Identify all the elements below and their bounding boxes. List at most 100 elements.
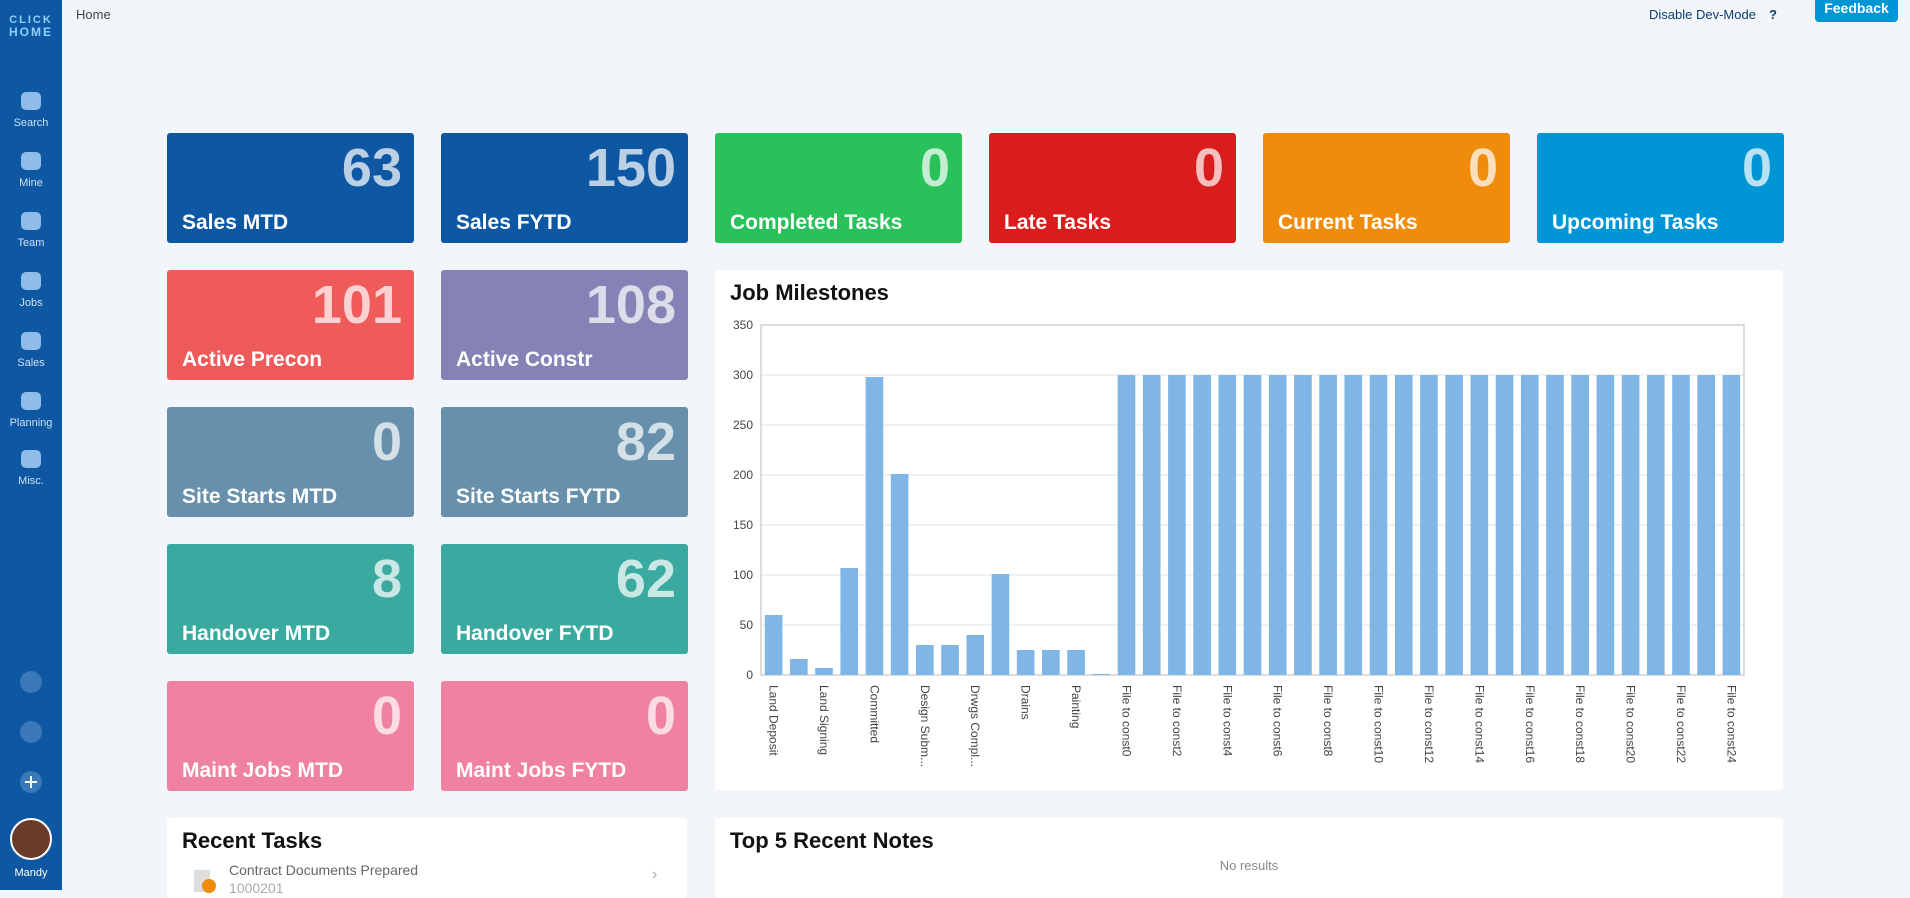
nav-label: Mine: [19, 177, 43, 189]
chevron[interactable]: ›: [652, 866, 658, 883]
kpi-tile[interactable]: 0 Late Tasks: [989, 133, 1236, 243]
nav-icon: [21, 152, 41, 170]
recent-tasks-title: Recent Tasks: [182, 828, 323, 853]
kpi-tile[interactable]: 8 Handover MTD: [167, 544, 414, 654]
x-tick-label: File to const20: [1624, 685, 1638, 763]
kpi-label: Site Starts FYTD: [456, 485, 621, 508]
bar: [1344, 375, 1363, 675]
breadcrumb[interactable]: Home: [76, 7, 111, 22]
kpi-tile[interactable]: 108 Active Constr: [441, 270, 688, 380]
kpi-label: Current Tasks: [1278, 211, 1418, 234]
bar: [1218, 375, 1237, 675]
bar: [991, 574, 1010, 675]
nav-icon: [21, 212, 41, 230]
kpi-tile[interactable]: 0 Maint Jobs FYTD: [441, 681, 688, 791]
bar: [941, 645, 959, 675]
avatar[interactable]: [0, 818, 62, 863]
y-tick-label: 0: [746, 668, 753, 682]
bar: [1420, 375, 1438, 675]
chart-panel: Job Milestones 0 50 100 150 200 250 300 350 Land…: [715, 270, 1783, 790]
bar: [1294, 375, 1312, 675]
notifications[interactable]: [0, 670, 62, 697]
task-name[interactable]: Contract Documents Prepared: [229, 862, 419, 878]
logo[interactable]: CLICK HOME: [0, 14, 62, 38]
kpi-label: Maint Jobs MTD: [182, 759, 343, 782]
kpi-tile[interactable]: 101 Active Precon: [167, 270, 414, 380]
help[interactable]: ?: [1769, 7, 1777, 22]
kpi-tile[interactable]: 0 Maint Jobs MTD: [167, 681, 414, 791]
nav-item[interactable]: Mine: [0, 150, 62, 189]
nav-item[interactable]: Misc.: [0, 448, 62, 487]
bar: [1016, 650, 1035, 675]
bar: [1470, 375, 1489, 675]
bar: [1117, 375, 1136, 675]
announcements[interactable]: [0, 720, 62, 747]
kpi-value: 63: [341, 138, 402, 198]
bar: [1697, 375, 1716, 675]
bar: [1168, 375, 1186, 675]
logo-bottom: HOME: [9, 25, 53, 39]
kpi-tile[interactable]: 0 Site Starts MTD: [167, 407, 414, 517]
bar: [1092, 674, 1111, 675]
x-tick-label: Land Deposit: [767, 685, 781, 756]
nav-item[interactable]: Sales: [0, 330, 62, 369]
kpi-value: 0: [1741, 138, 1772, 198]
task-id: 1000201: [229, 880, 284, 896]
kpi-value: 8: [371, 549, 402, 609]
x-tick-label: File to const2: [1170, 685, 1184, 757]
x-tick-label: Design Subm...: [918, 685, 932, 767]
icon-shape: [21, 450, 41, 468]
kpi-value: 0: [1193, 138, 1224, 198]
x-tick-label: File to const14: [1472, 685, 1486, 763]
kpi-tile[interactable]: 62 Handover FYTD: [441, 544, 688, 654]
x-tick-label: Drwgs Compl...: [968, 685, 982, 767]
notes-title: Top 5 Recent Notes: [730, 828, 934, 853]
x-tick-label: File to const0: [1119, 685, 1133, 757]
x-tick-label: File to const4: [1220, 685, 1234, 757]
icon-shape: [21, 392, 41, 410]
bar: [1319, 375, 1337, 675]
kpi-value: 0: [1467, 138, 1498, 198]
nav-icon: [21, 332, 41, 350]
nav-item[interactable]: Team: [0, 210, 62, 249]
nav-label: Jobs: [19, 297, 43, 309]
kpi-label: Upcoming Tasks: [1552, 211, 1719, 234]
bar: [966, 635, 985, 675]
nav-icon: [21, 92, 41, 110]
kpi-label: Late Tasks: [1004, 211, 1111, 234]
bar: [1722, 375, 1741, 675]
recent-tasks: Recent Tasks Contract Documents Prepared…: [167, 818, 687, 898]
x-tick-label: Drains: [1019, 685, 1033, 720]
y-tick-label: 250: [733, 418, 753, 432]
add[interactable]: [0, 770, 62, 797]
bar: [1193, 375, 1211, 675]
y-tick-label: 300: [733, 368, 753, 382]
y-tick-label: 50: [740, 618, 754, 632]
user-name: Mandy: [14, 867, 48, 879]
kpi-label: Site Starts MTD: [182, 485, 338, 508]
bar: [916, 645, 934, 675]
bar: [764, 615, 783, 675]
kpi-tile[interactable]: 0 Upcoming Tasks: [1537, 133, 1784, 243]
nav-item[interactable]: Planning: [0, 390, 62, 429]
kpi-tile[interactable]: 63 Sales MTD: [167, 133, 414, 243]
kpi-tile[interactable]: 82 Site Starts FYTD: [441, 407, 688, 517]
kpi-label: Sales FYTD: [456, 211, 572, 234]
dev-mode[interactable]: Disable Dev-Mode: [1649, 7, 1756, 22]
feedback-button[interactable]: Feedback: [1815, 0, 1898, 22]
y-tick-label: 200: [733, 468, 753, 482]
bar: [1520, 375, 1539, 675]
kpi-tile[interactable]: 150 Sales FYTD: [441, 133, 688, 243]
kpi-tile[interactable]: 0 Completed Tasks: [715, 133, 962, 243]
bar: [1571, 375, 1589, 675]
kpi-tile[interactable]: 0 Current Tasks: [1263, 133, 1510, 243]
kpi-value: 82: [615, 412, 676, 472]
icon-shape: [21, 212, 41, 230]
bar: [1042, 650, 1060, 675]
bar: [1621, 375, 1640, 675]
nav-item[interactable]: Jobs: [0, 270, 62, 309]
notes: Top 5 Recent Notes No results: [715, 818, 1783, 898]
nav-item[interactable]: Search: [0, 90, 62, 129]
nav-icon: [21, 272, 41, 290]
y-tick-label: 150: [733, 518, 753, 532]
